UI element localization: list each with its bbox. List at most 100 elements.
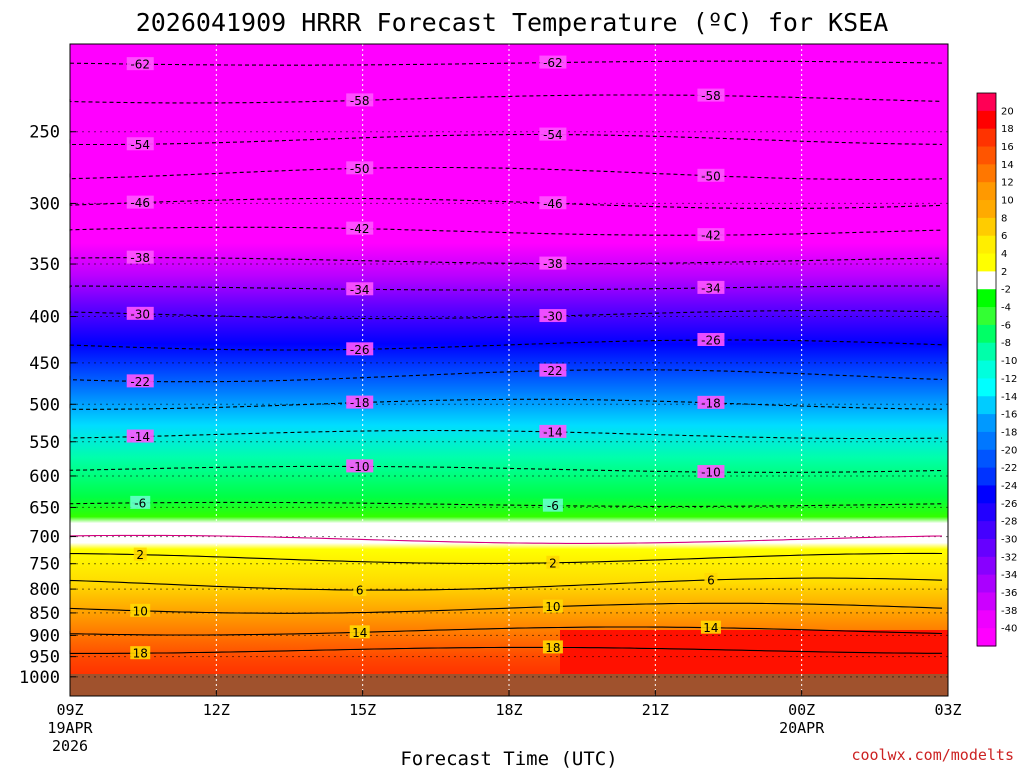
isotherm-label: -30	[130, 307, 150, 321]
isotherm-label-bg	[126, 195, 154, 209]
isotherm-label: -18	[350, 396, 370, 410]
colorbar-label: 10	[1001, 196, 1014, 207]
isotherm-label-bg	[130, 646, 151, 660]
colorbar-swatch	[977, 521, 996, 540]
isotherm-label-bg	[346, 93, 374, 107]
x-axis-label: Forecast Time (UTC)	[400, 748, 617, 768]
x-tick-label: 21Z	[642, 701, 669, 719]
isotherm-label: 14	[703, 621, 718, 635]
colorbar-frame	[976, 92, 997, 647]
y-tick-label: 900	[29, 626, 60, 646]
y-tick-label: 250	[29, 123, 60, 143]
isotherm-label: 2	[136, 548, 144, 562]
isotherm-label: -50	[701, 169, 721, 183]
colorbar-label: -30	[1001, 535, 1017, 546]
isotherm-label: -54	[130, 138, 150, 152]
isotherm-label-bg	[346, 282, 374, 296]
credit-text: coolwx.com/modelts	[851, 746, 1014, 764]
colorbar-label: -14	[1001, 392, 1017, 403]
colorbar-label: 20	[1001, 106, 1014, 117]
colorbar-label: -24	[1001, 481, 1017, 492]
isotherm-line	[69, 602, 943, 614]
isotherm-label: -14	[543, 425, 563, 439]
isotherm-label: -26	[350, 343, 370, 357]
colorbar-label: -10	[1001, 356, 1017, 367]
colorbar-label: -22	[1001, 463, 1017, 474]
isotherm-label: -18	[701, 396, 721, 410]
isotherm-label: -46	[130, 196, 150, 210]
colorbar-swatch	[977, 235, 996, 255]
isotherm-line	[69, 133, 943, 146]
isotherm-line	[69, 429, 943, 440]
colorbar-swatch	[977, 164, 996, 183]
isotherm-label-bg	[546, 555, 560, 569]
isotherm-label: -6	[547, 499, 559, 513]
colorbar-label: -18	[1001, 427, 1017, 438]
isotherm-label-bg	[126, 374, 154, 388]
colorbar-swatch	[977, 467, 996, 487]
y-tick-label: 700	[29, 528, 60, 548]
isotherm-line	[69, 369, 943, 383]
colorbar-swatch	[977, 217, 996, 237]
isotherm-line	[69, 285, 942, 291]
colorbar-label: -36	[1001, 588, 1017, 599]
x-tick-label: 15Z	[349, 701, 376, 719]
x-tick-label: 12Z	[203, 701, 230, 719]
isotherm-label: -58	[350, 94, 370, 108]
isotherm-label-bg	[539, 256, 567, 270]
colorbar-swatch	[977, 271, 996, 290]
isotherm-label-bg	[697, 168, 725, 182]
x-tick-label: 09Z	[56, 701, 83, 719]
y-tick-label: 300	[29, 194, 60, 214]
isotherm-line	[69, 166, 943, 181]
isotherm-line	[69, 226, 943, 236]
colorbar-label: -20	[1001, 445, 1017, 456]
colorbar-label: -4	[1001, 303, 1011, 314]
warm-core	[560, 630, 948, 674]
isotherm-label: -34	[701, 281, 721, 295]
isotherm-label-bg	[539, 196, 567, 210]
isotherm-label-bg	[126, 137, 154, 151]
isotherm-label-bg	[539, 363, 567, 377]
y-axis-ticks: 2503003504004505005506006507007508008509…	[19, 123, 76, 688]
isotherm-label-bg	[697, 465, 725, 479]
isotherm-label: -38	[543, 257, 563, 271]
isotherm-line	[69, 626, 943, 636]
isotherm-label-bg	[697, 88, 725, 102]
colorbar-label: -16	[1001, 410, 1017, 421]
isotherm-label: 18	[133, 647, 148, 661]
isotherm-label-bg	[542, 498, 563, 512]
colorbar-label: 2	[1001, 267, 1007, 278]
isotherm-line	[69, 534, 943, 544]
isotherm-label-bg	[130, 603, 151, 617]
isotherm-label: -14	[130, 430, 150, 444]
isotherm-label: -38	[130, 251, 150, 265]
x-tick-label: 00Z	[788, 701, 815, 719]
y-tick-label: 800	[29, 580, 60, 600]
isotherm-label: -30	[543, 310, 563, 324]
isotherm-label: -22	[130, 375, 150, 389]
isotherm-label-bg	[542, 640, 563, 654]
isotherm-label: -22	[543, 364, 563, 378]
colorbar-swatch	[977, 93, 996, 112]
colorbar-swatch	[977, 449, 996, 469]
isotherm-label-bg	[349, 625, 370, 639]
colorbar-swatch	[977, 360, 996, 380]
colorbar-label: -38	[1001, 606, 1017, 617]
isotherm-label: -62	[543, 56, 563, 70]
colorbar-swatch	[977, 110, 996, 130]
isotherm-label: -58	[701, 89, 721, 103]
colorbar-label: 16	[1001, 142, 1014, 153]
colorbar-swatch	[977, 503, 996, 522]
isotherm-label: -46	[543, 197, 563, 211]
colorbar-label: -2	[1001, 285, 1011, 296]
isotherm-label: 6	[356, 584, 364, 598]
colorbar-swatch	[977, 200, 996, 219]
isotherm-label-bg	[126, 57, 154, 71]
colorbar-swatch	[977, 556, 996, 576]
isotherm-label: -10	[701, 466, 721, 480]
colorbar-swatch	[977, 307, 996, 326]
isotherm-label-bg	[539, 309, 567, 323]
isotherm-label: -6	[134, 496, 146, 510]
colorbar-label: 4	[1001, 249, 1007, 260]
